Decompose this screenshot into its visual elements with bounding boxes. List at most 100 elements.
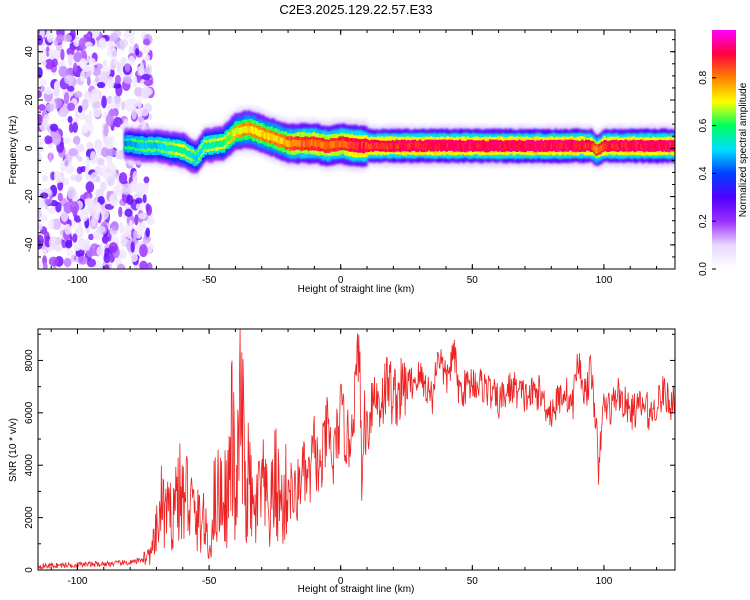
ridge-cell	[578, 143, 581, 150]
ridge-cell	[671, 143, 675, 149]
ridge-cell	[454, 142, 458, 149]
ridge-cell	[612, 144, 616, 150]
ridge-cell	[661, 143, 664, 149]
noise-blob	[46, 30, 54, 43]
ridge-cell	[624, 142, 627, 149]
ridge-cell	[600, 145, 604, 151]
ridge-cell	[495, 143, 498, 150]
ridge-cell	[663, 143, 667, 149]
ridge-cell	[383, 143, 387, 150]
ridge-cell	[466, 143, 469, 149]
ridge-cell	[540, 143, 543, 149]
noise-blob	[105, 113, 114, 127]
ridge-cell	[555, 142, 559, 148]
ridge-cell	[394, 144, 397, 150]
ridge-cell	[230, 131, 234, 138]
noise-blob	[115, 103, 120, 111]
snr-x-label: Height of straight line (km)	[298, 584, 415, 595]
ridge-cell	[362, 142, 365, 150]
ridge-cell	[546, 142, 550, 148]
ridge-cell	[567, 142, 571, 149]
ridge-cell	[602, 144, 605, 150]
ridge-cell	[657, 142, 660, 149]
spectrogram-chart: -100 -50 0 50 100 -40 -20 0 20 40 Height of stra…	[8, 29, 676, 295]
noise-blob	[81, 98, 89, 111]
ridge-cell	[232, 130, 235, 137]
ridge-cell	[508, 142, 512, 148]
ridge-cell	[334, 140, 338, 148]
spectrogram-frame	[37, 29, 676, 270]
noise-blob	[94, 202, 102, 215]
ridge-cell	[245, 126, 248, 133]
ridge-cell	[545, 143, 548, 149]
ridge-cell	[270, 134, 273, 141]
ridge-cell	[605, 142, 609, 148]
ridge-cell	[219, 140, 222, 147]
ridge-cell	[417, 142, 421, 149]
ridge-cell	[644, 142, 647, 148]
ridge-cell	[282, 138, 285, 145]
noise-blob	[95, 76, 100, 83]
x-tick-label: 0	[338, 275, 344, 286]
colorbar-tick-label: 0.0	[698, 262, 709, 276]
noise-blob	[38, 198, 46, 209]
noise-blob	[48, 218, 55, 230]
ridge-cell	[179, 147, 183, 153]
ridge-cell	[333, 140, 337, 148]
noise-blob	[39, 85, 45, 93]
noise-blob	[121, 183, 132, 195]
noise-blob	[127, 55, 136, 66]
ridge-cell	[595, 147, 598, 153]
ridge-cell	[470, 144, 473, 150]
ridge-cell	[162, 143, 165, 150]
noise-blob	[90, 216, 96, 227]
ridge-cell	[349, 141, 352, 148]
noise-blob	[84, 238, 91, 251]
ridge-cell	[378, 143, 381, 150]
noise-blob	[84, 41, 93, 48]
noise-blob	[94, 260, 102, 269]
ridge-cell	[279, 137, 283, 145]
noise-blob	[142, 38, 151, 46]
ridge-cell	[561, 142, 564, 149]
noise-blob	[44, 58, 55, 70]
ridge-cell	[479, 142, 483, 149]
ridge-cell	[504, 143, 508, 149]
ridge-cell	[450, 142, 454, 149]
noise-blob	[43, 114, 50, 122]
ridge-cell	[633, 142, 637, 149]
snr-plot-area	[38, 329, 675, 570]
noise-blob	[39, 214, 48, 222]
ridge-cell	[134, 142, 138, 148]
noise-blob	[118, 172, 128, 185]
noise-blob	[66, 248, 73, 257]
ridge-cell	[640, 143, 643, 150]
ridge-cell	[363, 141, 367, 149]
ridge-cell	[304, 139, 308, 147]
noise-blob	[129, 35, 135, 45]
colorbar-tick-label: 0.2	[698, 214, 709, 228]
noise-blob	[76, 223, 83, 236]
x-tick-label: 100	[596, 576, 613, 587]
noise-blob	[118, 206, 123, 218]
noise-blob	[72, 62, 78, 74]
ridge-cell	[659, 143, 663, 149]
noise-blob	[80, 70, 85, 82]
noise-blob	[92, 101, 101, 109]
noise-blob	[142, 194, 147, 204]
ridge-cell	[459, 143, 463, 149]
noise-blob	[79, 210, 89, 222]
ridge-cell	[158, 142, 161, 149]
ridge-cell	[204, 142, 208, 149]
ridge-cell	[501, 143, 505, 149]
ridge-cell	[421, 142, 425, 148]
ridge-cell	[341, 139, 344, 147]
ridge-cell	[151, 142, 155, 149]
ridge-cell	[221, 140, 225, 147]
ridge-cell	[301, 139, 305, 147]
ridge-cell	[620, 143, 623, 149]
noise-blob	[52, 132, 62, 146]
ridge-cell	[584, 143, 588, 149]
noise-blob	[101, 147, 110, 158]
ridge-cell	[587, 142, 591, 149]
